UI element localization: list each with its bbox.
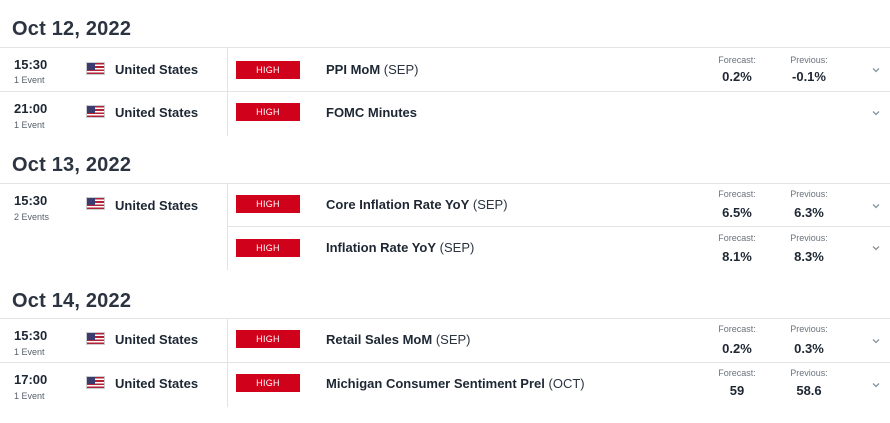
event-period: (SEP) xyxy=(383,62,419,77)
previous-value: 0.3% xyxy=(794,341,824,356)
event-title[interactable]: FOMC Minutes xyxy=(326,105,417,120)
forecast-value: 6.5% xyxy=(722,205,752,220)
previous-label: Previous: xyxy=(790,368,828,378)
previous-value: 8.3% xyxy=(794,249,824,264)
event-row[interactable]: 15:30 2 Events United States HIGH Core I… xyxy=(0,184,890,226)
event-name: Inflation Rate YoY xyxy=(326,240,437,255)
event-row[interactable]: 15:30 1 Event United States HIGH PPI MoM… xyxy=(0,48,890,92)
divider xyxy=(227,48,228,136)
event-count: 1 Event xyxy=(14,347,45,357)
forecast-value: 0.2% xyxy=(722,69,752,84)
previous-value: 6.3% xyxy=(794,205,824,220)
event-name: Core Inflation Rate YoY xyxy=(326,197,470,212)
chevron-down-icon[interactable] xyxy=(870,379,882,391)
forecast-label: Forecast: xyxy=(718,55,756,65)
divider xyxy=(0,362,890,363)
event-time: 21:00 xyxy=(14,101,48,116)
event-title[interactable]: Core Inflation Rate YoY (SEP) xyxy=(326,197,508,212)
event-count: 1 Event xyxy=(14,120,45,130)
impact-badge: HIGH xyxy=(236,374,300,392)
impact-badge: HIGH xyxy=(236,103,300,121)
event-time: 15:30 xyxy=(14,57,48,72)
divider xyxy=(0,318,890,319)
event-name: PPI MoM xyxy=(326,62,381,77)
divider xyxy=(0,47,890,48)
event-period: (SEP) xyxy=(472,197,508,212)
date-heading: Oct 13, 2022 xyxy=(12,154,132,176)
divider xyxy=(227,184,228,270)
impact-badge: HIGH xyxy=(236,61,300,79)
event-row[interactable]: HIGH Inflation Rate YoY (SEP) Forecast: … xyxy=(0,227,890,270)
country-name: United States xyxy=(115,105,199,120)
forecast-value: 8.1% xyxy=(722,249,752,264)
country-name: United States xyxy=(115,198,199,213)
country-name: United States xyxy=(115,62,199,77)
forecast-value: 0.2% xyxy=(722,341,752,356)
forecast-label: Forecast: xyxy=(718,233,756,243)
date-heading: Oct 12, 2022 xyxy=(12,18,132,40)
divider xyxy=(0,91,890,92)
forecast-label: Forecast: xyxy=(718,189,756,199)
chevron-down-icon[interactable] xyxy=(870,242,882,254)
chevron-down-icon[interactable] xyxy=(870,107,882,119)
impact-badge: HIGH xyxy=(236,239,300,257)
event-name: Retail Sales MoM xyxy=(326,332,433,347)
divider xyxy=(228,226,890,227)
previous-label: Previous: xyxy=(790,189,828,199)
forecast-label: Forecast: xyxy=(718,368,756,378)
date-heading: Oct 14, 2022 xyxy=(12,290,132,312)
event-name: Michigan Consumer Sentiment Prel xyxy=(326,376,545,391)
us-flag-icon xyxy=(86,197,105,210)
event-title[interactable]: Inflation Rate YoY (SEP) xyxy=(326,240,474,255)
event-row[interactable]: 21:00 1 Event United States HIGH FOMC Mi… xyxy=(0,92,890,136)
divider xyxy=(0,183,890,184)
event-title[interactable]: PPI MoM (SEP) xyxy=(326,62,418,77)
previous-label: Previous: xyxy=(790,233,828,243)
country-name: United States xyxy=(115,376,199,391)
event-time: 15:30 xyxy=(14,193,48,208)
us-flag-icon xyxy=(86,332,105,345)
event-time: 15:30 xyxy=(14,328,48,343)
event-period: (OCT) xyxy=(548,376,585,391)
previous-value: -0.1% xyxy=(792,69,826,84)
us-flag-icon xyxy=(86,105,105,118)
event-row[interactable]: 15:30 1 Event United States HIGH Retail … xyxy=(0,319,890,362)
event-count: 2 Events xyxy=(14,212,50,222)
event-row[interactable]: 17:00 1 Event United States HIGH Michiga… xyxy=(0,363,890,407)
divider xyxy=(227,319,228,407)
previous-value: 58.6 xyxy=(796,383,822,398)
event-title[interactable]: Michigan Consumer Sentiment Prel (OCT) xyxy=(326,376,585,391)
forecast-label: Forecast: xyxy=(718,324,756,334)
forecast-value: 59 xyxy=(729,383,745,398)
chevron-down-icon[interactable] xyxy=(870,64,882,76)
impact-badge: HIGH xyxy=(236,330,300,348)
previous-label: Previous: xyxy=(790,324,828,334)
event-count: 1 Event xyxy=(14,75,45,85)
event-count: 1 Event xyxy=(14,391,45,401)
chevron-down-icon[interactable] xyxy=(870,200,882,212)
us-flag-icon xyxy=(86,376,105,389)
impact-badge: HIGH xyxy=(236,195,300,213)
us-flag-icon xyxy=(86,62,105,75)
previous-label: Previous: xyxy=(790,55,828,65)
event-title[interactable]: Retail Sales MoM (SEP) xyxy=(326,332,471,347)
event-period: (SEP) xyxy=(439,240,475,255)
chevron-down-icon[interactable] xyxy=(870,335,882,347)
event-period: (SEP) xyxy=(435,332,471,347)
event-name: FOMC Minutes xyxy=(326,105,417,120)
event-time: 17:00 xyxy=(14,372,48,387)
country-name: United States xyxy=(115,332,199,347)
